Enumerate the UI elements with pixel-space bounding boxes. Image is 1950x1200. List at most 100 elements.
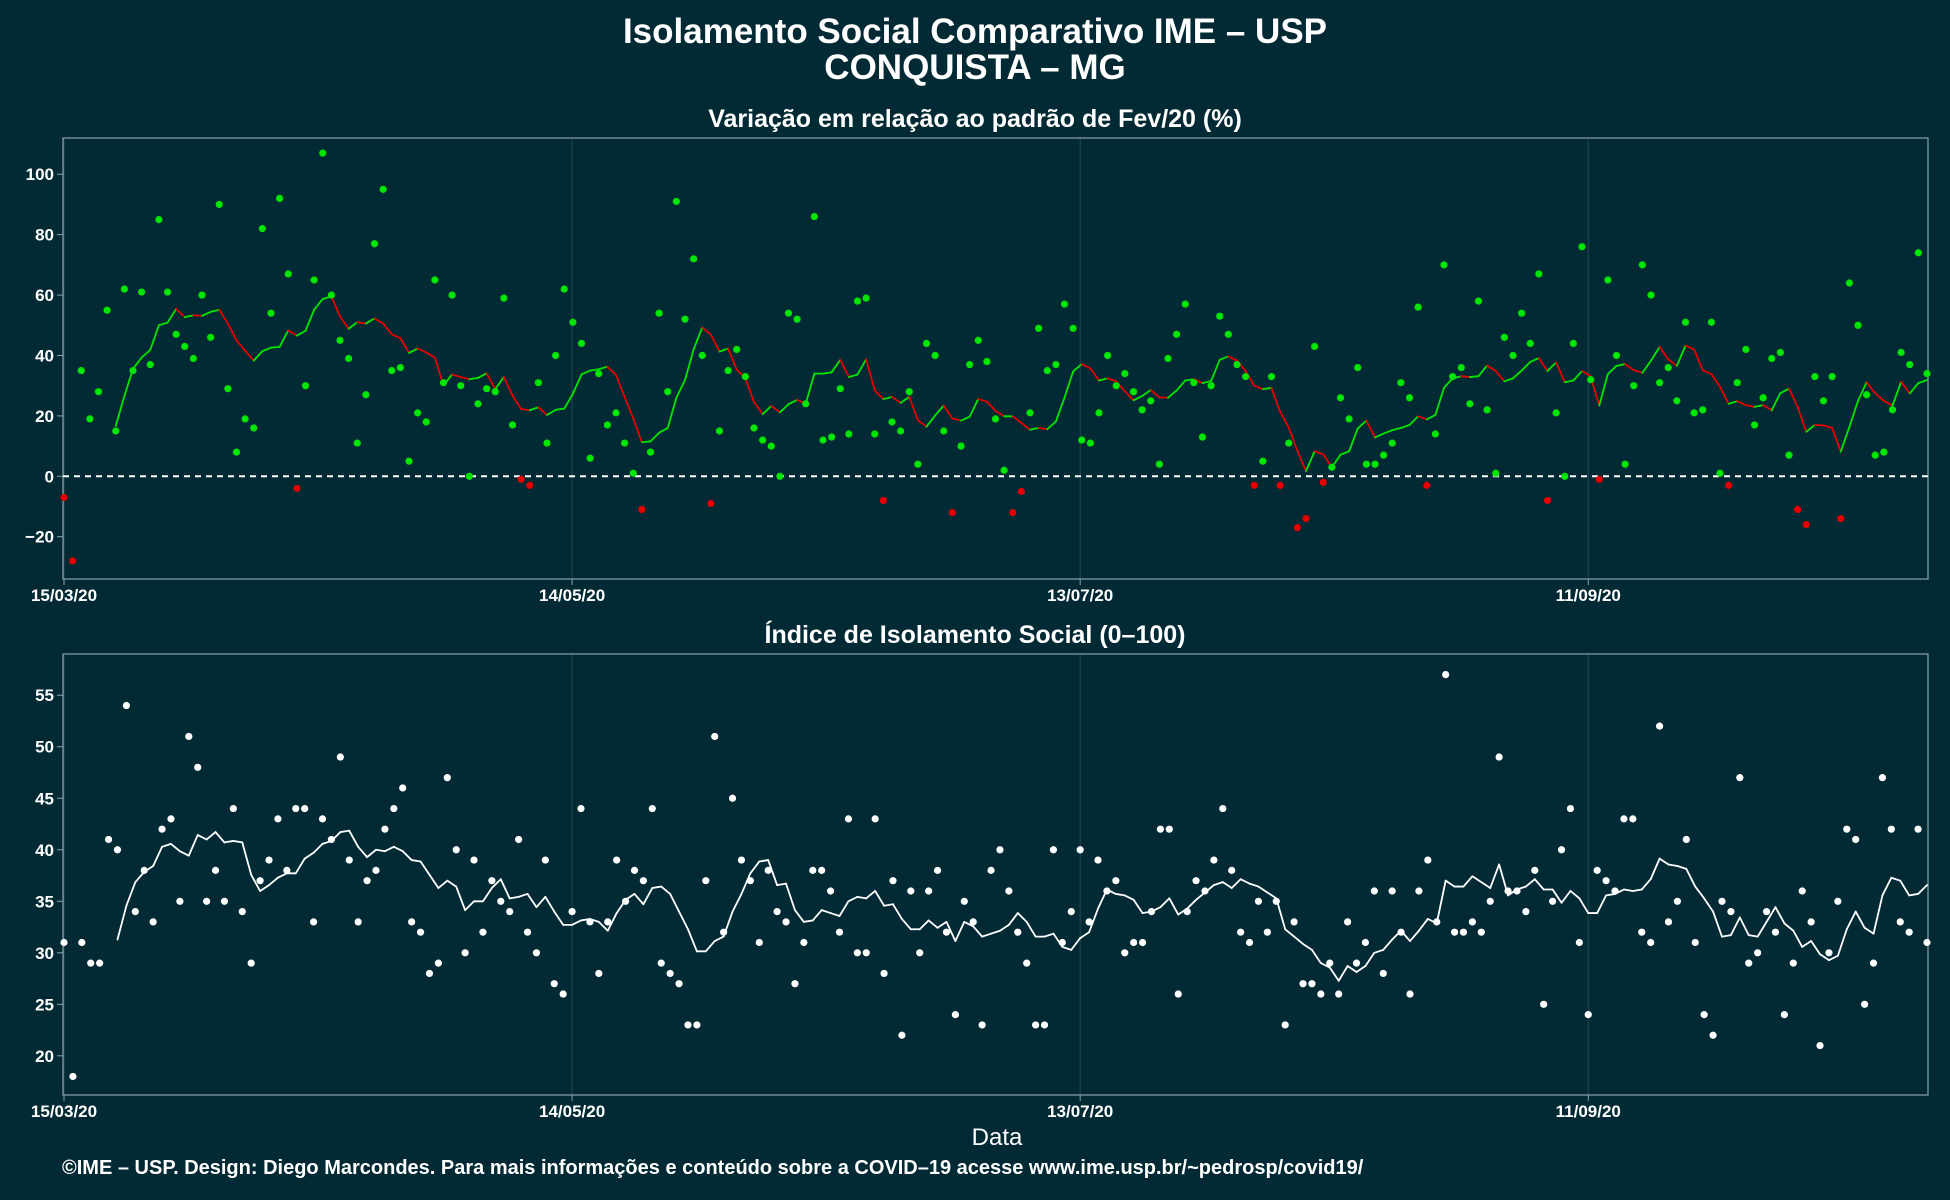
data-point xyxy=(283,866,291,874)
data-point xyxy=(276,194,284,203)
data-point xyxy=(1254,897,1263,905)
trend-segment xyxy=(209,308,221,313)
trend-segment xyxy=(571,919,582,926)
data-point xyxy=(60,938,68,947)
data-point xyxy=(1052,360,1060,369)
trend-segment xyxy=(241,841,253,876)
data-point xyxy=(802,400,810,408)
trend-segment xyxy=(1168,897,1180,916)
trend-segment xyxy=(632,417,643,444)
data-point xyxy=(1094,856,1102,864)
data-point xyxy=(1871,451,1879,459)
trend-segment xyxy=(658,427,669,434)
data-point xyxy=(292,804,300,813)
trend-segment xyxy=(1684,344,1696,351)
trend-segment xyxy=(892,903,903,920)
trend-segment xyxy=(945,920,957,942)
data-point xyxy=(405,457,413,465)
data-point xyxy=(158,825,166,833)
trend-segment xyxy=(972,925,984,938)
data-point xyxy=(577,339,586,347)
trend-segment xyxy=(684,348,695,381)
data-point xyxy=(543,439,551,447)
trend-segment xyxy=(1736,400,1747,407)
trend-segment xyxy=(1805,424,1816,433)
trend-segment xyxy=(1882,399,1894,407)
data-point xyxy=(1549,897,1557,905)
trend-segment xyxy=(1753,404,1765,408)
trend-segment xyxy=(1471,875,1483,884)
data-point xyxy=(336,336,344,344)
trend-segment xyxy=(802,919,814,923)
trend-segment xyxy=(261,346,272,353)
data-point xyxy=(1335,990,1343,998)
trend-segment xyxy=(1434,386,1445,416)
trend-segment xyxy=(597,365,609,371)
trend-segment xyxy=(963,920,975,928)
data-point xyxy=(172,330,180,338)
data-point xyxy=(1593,866,1601,874)
data-point xyxy=(1468,918,1476,926)
data-point xyxy=(733,345,741,354)
trend-segment xyxy=(408,347,419,354)
data-point xyxy=(800,938,808,947)
data-point xyxy=(211,866,220,874)
trend-segment xyxy=(499,878,511,900)
data-point xyxy=(1406,990,1414,998)
trend-segment xyxy=(1783,922,1795,932)
trend-segment xyxy=(977,398,988,403)
trend-segment xyxy=(758,859,770,863)
data-point xyxy=(1798,887,1806,895)
trend-segment xyxy=(1581,370,1592,378)
data-point xyxy=(258,225,266,233)
trend-segment xyxy=(865,890,877,900)
trend-segment xyxy=(1857,381,1868,402)
trend-segment xyxy=(830,358,842,374)
data-point xyxy=(1716,469,1724,477)
data-point xyxy=(1017,487,1025,496)
trend-segment xyxy=(606,912,618,932)
x-tick-label: 13/07/20 xyxy=(1047,586,1113,605)
data-point xyxy=(1707,318,1715,326)
data-point xyxy=(1326,959,1334,967)
data-point xyxy=(1863,391,1871,399)
trend-segment xyxy=(770,405,781,414)
data-point xyxy=(140,866,148,874)
trend-segment xyxy=(1667,358,1678,367)
trend-segment xyxy=(740,872,752,895)
data-point xyxy=(1319,478,1327,486)
trend-segment xyxy=(437,879,449,889)
trend-segment xyxy=(1444,879,1456,888)
data-point xyxy=(1328,463,1336,471)
trend-segment xyxy=(390,333,402,340)
data-point xyxy=(1415,887,1423,895)
trend-segment xyxy=(1524,878,1536,888)
data-point xyxy=(1190,379,1198,387)
trend-segment xyxy=(899,396,911,404)
data-point xyxy=(550,980,558,988)
trend-segment xyxy=(1339,450,1351,456)
data-point xyxy=(523,928,532,936)
data-point xyxy=(1380,451,1388,459)
trend-segment xyxy=(520,408,531,412)
data-point xyxy=(746,877,754,885)
trend-segment xyxy=(1253,384,1264,391)
data-point xyxy=(1673,897,1682,905)
data-point xyxy=(1923,938,1931,947)
trend-segment xyxy=(312,842,324,854)
trend-segment xyxy=(132,356,143,370)
trend-segment xyxy=(1533,878,1545,891)
data-point xyxy=(1854,321,1862,329)
trend-segment xyxy=(642,887,654,906)
data-point xyxy=(515,835,523,844)
trend-segment xyxy=(882,396,893,400)
trend-segment xyxy=(140,348,152,359)
trend-segment xyxy=(1701,369,1713,375)
data-point xyxy=(1611,887,1619,895)
data-point xyxy=(1263,928,1271,936)
trend-segment xyxy=(1641,359,1652,374)
data-point xyxy=(425,969,434,978)
data-points-2 xyxy=(60,671,1931,1081)
data-point xyxy=(1424,856,1432,864)
data-point xyxy=(1905,928,1913,936)
